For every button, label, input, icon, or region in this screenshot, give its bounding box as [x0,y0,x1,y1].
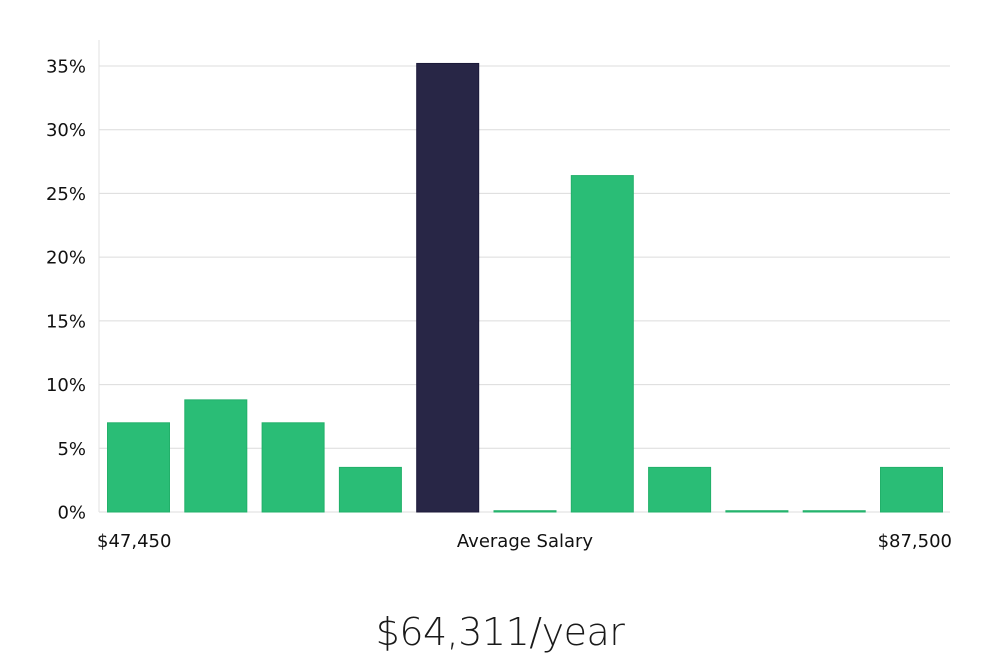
x-min-label: $47,450 [97,531,171,552]
y-tick-label: 25% [46,184,86,205]
bar [570,175,634,513]
x-axis-title: Average Salary [457,531,594,552]
y-axis-ticks: 0% 5% 10% 15% 20% 25% 30% 35% [46,57,86,524]
y-tick-label: 10% [46,375,86,396]
y-tick-label: 30% [46,120,86,141]
y-tick-label: 0% [57,503,86,524]
bar [725,510,789,513]
bar [261,422,325,513]
bars [107,62,943,513]
bar [338,466,402,513]
salary-histogram: 0% 5% 10% 15% 20% 25% 30% 35% $47,450 Average S… [46,40,952,552]
bar [802,510,866,513]
bar [107,422,170,513]
bar [648,466,712,513]
bar [880,466,943,513]
average-salary-value: $64,311/year [375,610,625,654]
x-max-label: $87,500 [878,531,952,552]
y-tick-label: 5% [57,439,86,460]
bar-highlight [416,62,480,513]
bar [493,510,557,513]
bar [184,399,248,513]
y-tick-label: 15% [46,311,86,332]
y-tick-label: 20% [46,248,86,269]
y-tick-label: 35% [46,57,86,78]
